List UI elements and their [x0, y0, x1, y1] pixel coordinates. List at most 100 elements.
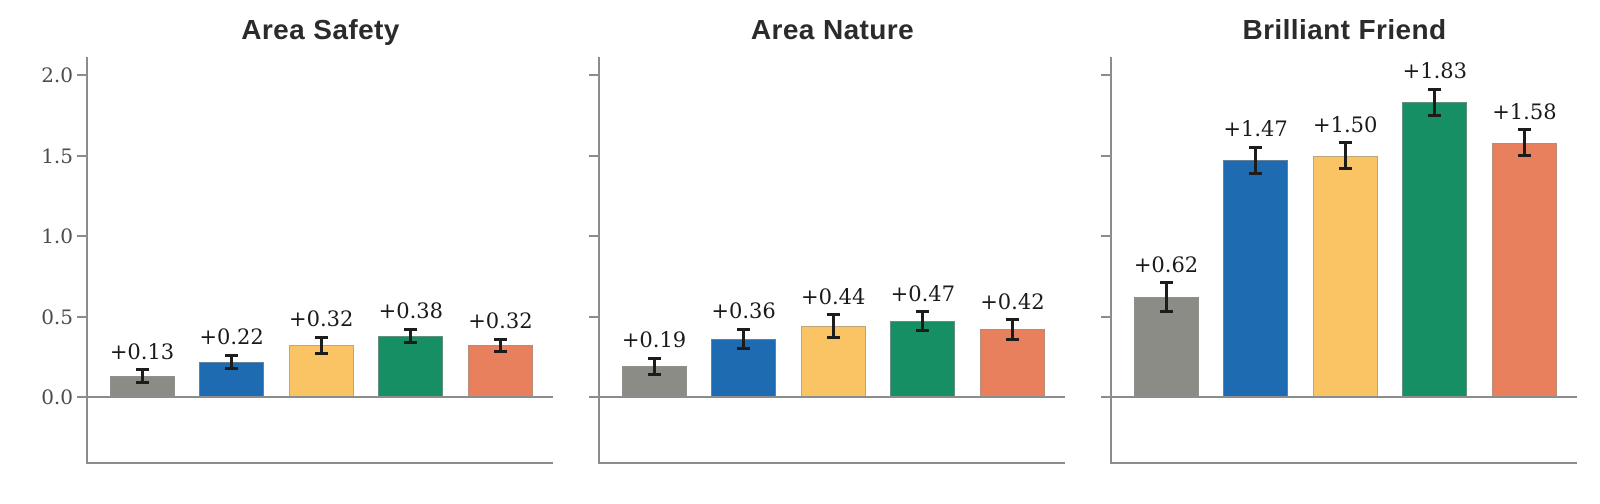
- y-tick-area-nature: [589, 74, 598, 76]
- y-axis-spine-brilliant-friend: [1110, 57, 1112, 464]
- error-bar-brilliant-friend-2: [1254, 147, 1258, 174]
- error-bar-brilliant-friend-5: [1522, 129, 1526, 156]
- value-label-area-safety-4: +0.38: [378, 299, 443, 324]
- error-cap-bottom: [1159, 310, 1173, 314]
- value-label-area-safety-2: +0.22: [199, 325, 264, 350]
- error-cap-top: [1517, 128, 1531, 132]
- error-cap-bottom: [1005, 337, 1019, 341]
- error-cap-bottom: [225, 366, 239, 370]
- error-cap-top: [647, 356, 661, 360]
- value-label-area-safety-1: +0.13: [109, 339, 175, 364]
- error-bar-area-safety-5: [498, 339, 502, 352]
- y-tick-label: 0.5: [41, 304, 73, 329]
- error-cap-top: [916, 310, 930, 314]
- error-cap-top: [1249, 145, 1263, 149]
- value-label-area-nature-5: +0.42: [980, 289, 1045, 314]
- bar-brilliant-friend-1: [1133, 297, 1199, 397]
- y-tick-brilliant-friend: [1101, 315, 1110, 318]
- y-tick-area-safety: [77, 315, 86, 318]
- zero-line-brilliant-friend: [1112, 396, 1577, 398]
- error-cap-top: [1428, 87, 1442, 91]
- bar-brilliant-friend-2: [1223, 160, 1289, 397]
- y-tick-area-safety: [77, 396, 86, 398]
- error-cap-top: [404, 327, 418, 331]
- value-label-brilliant-friend-5: +1.58: [1492, 99, 1557, 124]
- y-tick-area-nature: [589, 396, 598, 398]
- y-tick-area-safety: [77, 235, 86, 237]
- error-cap-top: [1005, 318, 1019, 322]
- value-label-brilliant-friend-1: +0.62: [1133, 252, 1199, 277]
- bar-brilliant-friend-4: [1402, 102, 1468, 397]
- error-cap-top: [314, 335, 328, 339]
- value-label-brilliant-friend-3: +1.50: [1313, 112, 1378, 137]
- x-axis-spine-area-nature: [598, 462, 1065, 464]
- value-label-area-safety-5: +0.32: [468, 309, 533, 334]
- error-cap-top: [826, 313, 840, 317]
- zero-line-area-safety: [88, 396, 553, 398]
- panel-title-area-nature: Area Nature: [750, 14, 915, 45]
- y-tick-brilliant-friend: [1101, 396, 1110, 398]
- y-axis-spine-area-safety: [86, 57, 88, 464]
- error-cap-bottom: [737, 347, 751, 351]
- value-label-area-nature-2: +0.36: [711, 299, 776, 324]
- error-cap-top: [1159, 281, 1173, 285]
- error-cap-bottom: [647, 372, 661, 376]
- error-bar-brilliant-friend-1: [1164, 282, 1168, 312]
- error-cap-bottom: [493, 350, 507, 354]
- error-bar-area-safety-3: [319, 337, 323, 354]
- error-bar-area-nature-1: [652, 358, 656, 375]
- error-bar-brilliant-friend-4: [1433, 89, 1437, 116]
- value-label-area-safety-3: +0.32: [289, 307, 354, 332]
- error-cap-bottom: [826, 335, 840, 339]
- error-cap-top: [1338, 141, 1352, 145]
- error-cap-bottom: [135, 381, 149, 384]
- y-tick-area-nature: [589, 315, 598, 318]
- x-axis-spine-area-safety: [86, 462, 553, 464]
- value-label-area-nature-3: +0.44: [801, 284, 866, 309]
- panel-title-brilliant-friend: Brilliant Friend: [1242, 14, 1447, 45]
- error-cap-bottom: [404, 340, 418, 344]
- error-cap-top: [737, 327, 751, 331]
- y-tick-label: 1.0: [41, 224, 73, 248]
- y-tick-area-nature: [589, 154, 598, 157]
- y-tick-brilliant-friend: [1101, 74, 1110, 76]
- bar-area-nature-5: [979, 329, 1045, 397]
- bar-brilliant-friend-3: [1312, 155, 1378, 397]
- error-cap-top: [135, 368, 149, 372]
- value-label-brilliant-friend-4: +1.83: [1402, 59, 1467, 84]
- y-tick-area-safety: [77, 74, 86, 76]
- error-bar-area-nature-5: [1010, 319, 1014, 340]
- error-bar-area-nature-4: [921, 311, 925, 331]
- error-bar-brilliant-friend-3: [1343, 142, 1347, 169]
- y-axis-spine-area-nature: [598, 57, 600, 464]
- y-tick-area-safety: [77, 154, 86, 157]
- y-tick-brilliant-friend: [1101, 154, 1110, 157]
- y-tick-brilliant-friend: [1101, 235, 1110, 237]
- value-label-brilliant-friend-2: +1.47: [1223, 117, 1288, 142]
- bar-area-safety-5: [467, 345, 533, 397]
- error-bar-area-safety-4: [409, 329, 413, 343]
- error-cap-top: [225, 353, 239, 357]
- error-cap-bottom: [1517, 154, 1531, 157]
- y-tick-label: 1.5: [41, 143, 73, 168]
- bar-brilliant-friend-5: [1491, 142, 1557, 397]
- error-cap-bottom: [1249, 171, 1263, 175]
- error-cap-bottom: [916, 329, 930, 333]
- value-label-area-nature-1: +0.19: [621, 328, 687, 353]
- y-tick-label: 0.0: [41, 385, 73, 409]
- error-cap-bottom: [1428, 113, 1442, 117]
- panel-title-area-safety: Area Safety: [241, 14, 400, 45]
- bar-area-safety-4: [378, 335, 444, 397]
- error-cap-bottom: [314, 352, 328, 356]
- error-bar-area-safety-1: [140, 369, 144, 383]
- value-label-area-nature-4: +0.47: [890, 281, 955, 306]
- error-bar-area-nature-3: [831, 314, 835, 338]
- zero-line-area-nature: [600, 396, 1065, 398]
- error-bar-area-nature-2: [742, 329, 746, 349]
- error-cap-top: [493, 337, 507, 341]
- y-tick-area-nature: [589, 235, 598, 237]
- error-cap-bottom: [1338, 166, 1352, 170]
- x-axis-spine-brilliant-friend: [1110, 462, 1577, 464]
- error-bar-area-safety-2: [230, 355, 234, 368]
